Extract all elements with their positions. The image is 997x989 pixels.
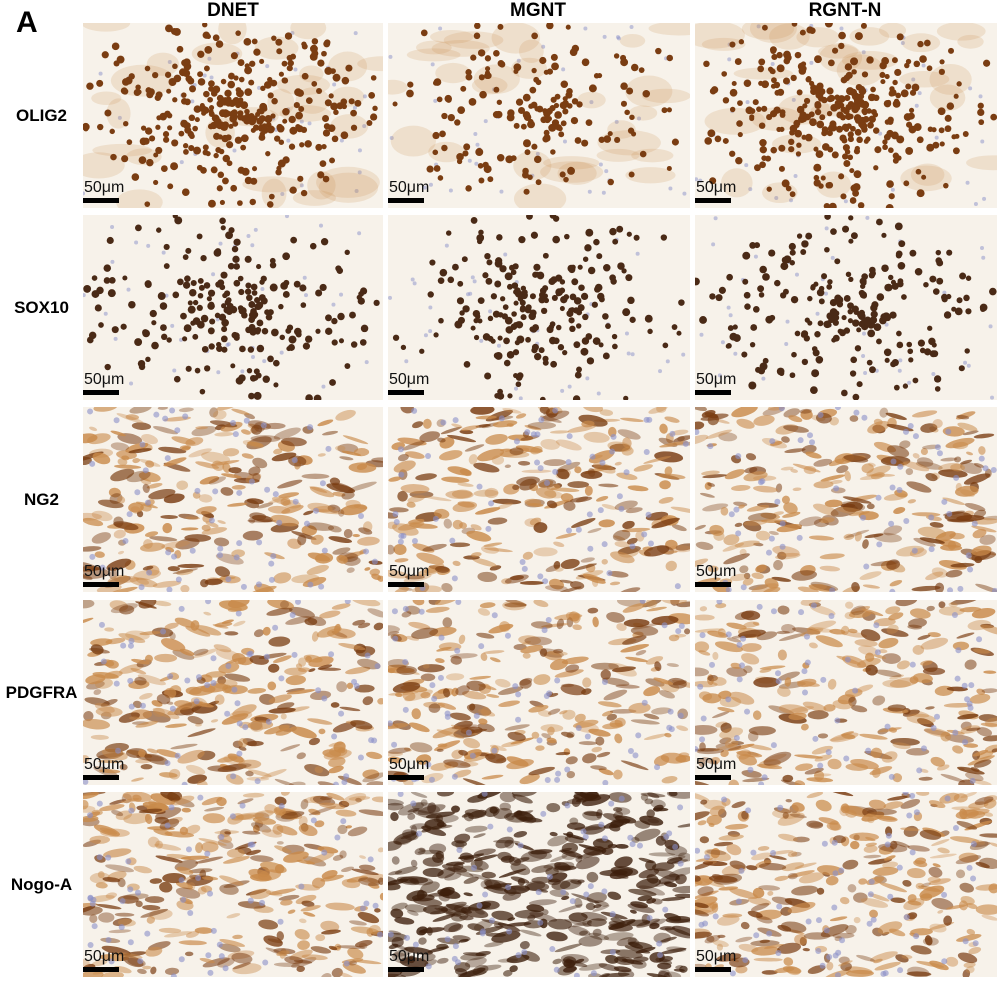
tissue-texture bbox=[83, 600, 383, 785]
scale-bar-line bbox=[695, 198, 731, 203]
scale-bar-line bbox=[388, 582, 424, 587]
column-header-dnet: DNET bbox=[207, 0, 259, 21]
scale-bar: 50μm bbox=[83, 757, 124, 780]
scale-bar-line bbox=[83, 198, 119, 203]
scale-bar-label: 50μm bbox=[696, 371, 737, 388]
scale-bar-line bbox=[83, 775, 119, 780]
scale-bar-line bbox=[388, 390, 424, 395]
scale-bar: 50μm bbox=[83, 180, 124, 203]
scale-bar: 50μm bbox=[695, 949, 736, 972]
scale-bar-label: 50μm bbox=[389, 563, 430, 580]
micrograph-pdgfra-rgnt-n: 50μm bbox=[695, 600, 997, 785]
scale-bar-line bbox=[388, 198, 424, 203]
row-label-pdgfra: PDGFRA bbox=[5, 682, 78, 702]
scale-bar: 50μm bbox=[388, 757, 429, 780]
micrograph-nogo-a-mgnt: 50μm bbox=[388, 792, 690, 977]
column-header-mgnt: MGNT bbox=[510, 0, 566, 21]
row-label-olig2: OLIG2 bbox=[15, 105, 67, 125]
micrograph-pdgfra-dnet: 50μm bbox=[83, 600, 383, 785]
scale-bar: 50μm bbox=[83, 372, 124, 395]
scale-bar-line bbox=[83, 967, 119, 972]
scale-bar-line bbox=[388, 775, 424, 780]
scale-bar-label: 50μm bbox=[84, 948, 125, 965]
tissue-texture bbox=[695, 792, 997, 977]
micrograph-ng2-dnet: 50μm bbox=[83, 407, 383, 592]
row-label-sox10: SOX10 bbox=[14, 297, 69, 317]
micrograph-olig2-rgnt-n: 50μm bbox=[695, 23, 997, 208]
column-header-rgnt-n: RGNT-N bbox=[808, 0, 882, 21]
scale-bar-line bbox=[695, 390, 731, 395]
tissue-texture bbox=[83, 215, 380, 400]
scale-bar: 50μm bbox=[695, 757, 736, 780]
row-label-nogo-a: Nogo-A bbox=[10, 874, 73, 894]
scale-bar: 50μm bbox=[695, 564, 736, 587]
tissue-texture bbox=[388, 792, 690, 977]
tissue-texture bbox=[695, 407, 997, 592]
micrograph-nogo-a-dnet: 50μm bbox=[83, 792, 383, 977]
scale-bar: 50μm bbox=[388, 180, 429, 203]
micrograph-nogo-a-rgnt-n: 50μm bbox=[695, 792, 997, 977]
scale-bar-line bbox=[695, 775, 731, 780]
panel-letter: A bbox=[16, 6, 38, 39]
scale-bar-label: 50μm bbox=[84, 179, 125, 196]
scale-bar: 50μm bbox=[83, 564, 124, 587]
scale-bar-label: 50μm bbox=[389, 756, 430, 773]
scale-bar-label: 50μm bbox=[696, 756, 737, 773]
scale-bar-label: 50μm bbox=[389, 948, 430, 965]
scale-bar-label: 50μm bbox=[389, 371, 430, 388]
tissue-texture bbox=[388, 23, 690, 208]
scale-bar: 50μm bbox=[388, 372, 429, 395]
scale-bar: 50μm bbox=[695, 372, 736, 395]
micrograph-ng2-rgnt-n: 50μm bbox=[695, 407, 997, 592]
scale-bar-line bbox=[83, 390, 119, 395]
micrograph-pdgfra-mgnt: 50μm bbox=[388, 600, 690, 785]
scale-bar: 50μm bbox=[388, 949, 429, 972]
scale-bar-label: 50μm bbox=[696, 179, 737, 196]
scale-bar-label: 50μm bbox=[696, 948, 737, 965]
scale-bar-line bbox=[695, 967, 731, 972]
scale-bar-line bbox=[83, 582, 119, 587]
scale-bar: 50μm bbox=[695, 180, 736, 203]
micrograph-sox10-rgnt-n: 50μm bbox=[695, 215, 997, 400]
scale-bar-label: 50μm bbox=[84, 756, 125, 773]
tissue-texture bbox=[695, 215, 997, 400]
micrograph-ng2-mgnt: 50μm bbox=[388, 407, 690, 592]
tissue-texture bbox=[388, 600, 690, 785]
scale-bar-label: 50μm bbox=[389, 179, 430, 196]
tissue-texture bbox=[695, 600, 997, 785]
scale-bar-line bbox=[695, 582, 731, 587]
micrograph-sox10-dnet: 50μm bbox=[83, 215, 383, 400]
row-label-ng2: NG2 bbox=[24, 489, 59, 509]
tissue-texture bbox=[83, 23, 383, 208]
scale-bar: 50μm bbox=[83, 949, 124, 972]
tissue-texture bbox=[388, 407, 690, 592]
scale-bar-label: 50μm bbox=[84, 371, 125, 388]
tissue-texture bbox=[83, 407, 383, 592]
tissue-texture bbox=[83, 792, 383, 977]
micrograph-olig2-dnet: 50μm bbox=[83, 23, 383, 208]
micrograph-olig2-mgnt: 50μm bbox=[388, 23, 690, 208]
tissue-texture bbox=[695, 23, 997, 208]
scale-bar: 50μm bbox=[388, 564, 429, 587]
scale-bar-label: 50μm bbox=[84, 563, 125, 580]
scale-bar-label: 50μm bbox=[696, 563, 737, 580]
tissue-texture bbox=[388, 215, 686, 400]
scale-bar-line bbox=[388, 967, 424, 972]
micrograph-sox10-mgnt: 50μm bbox=[388, 215, 690, 400]
